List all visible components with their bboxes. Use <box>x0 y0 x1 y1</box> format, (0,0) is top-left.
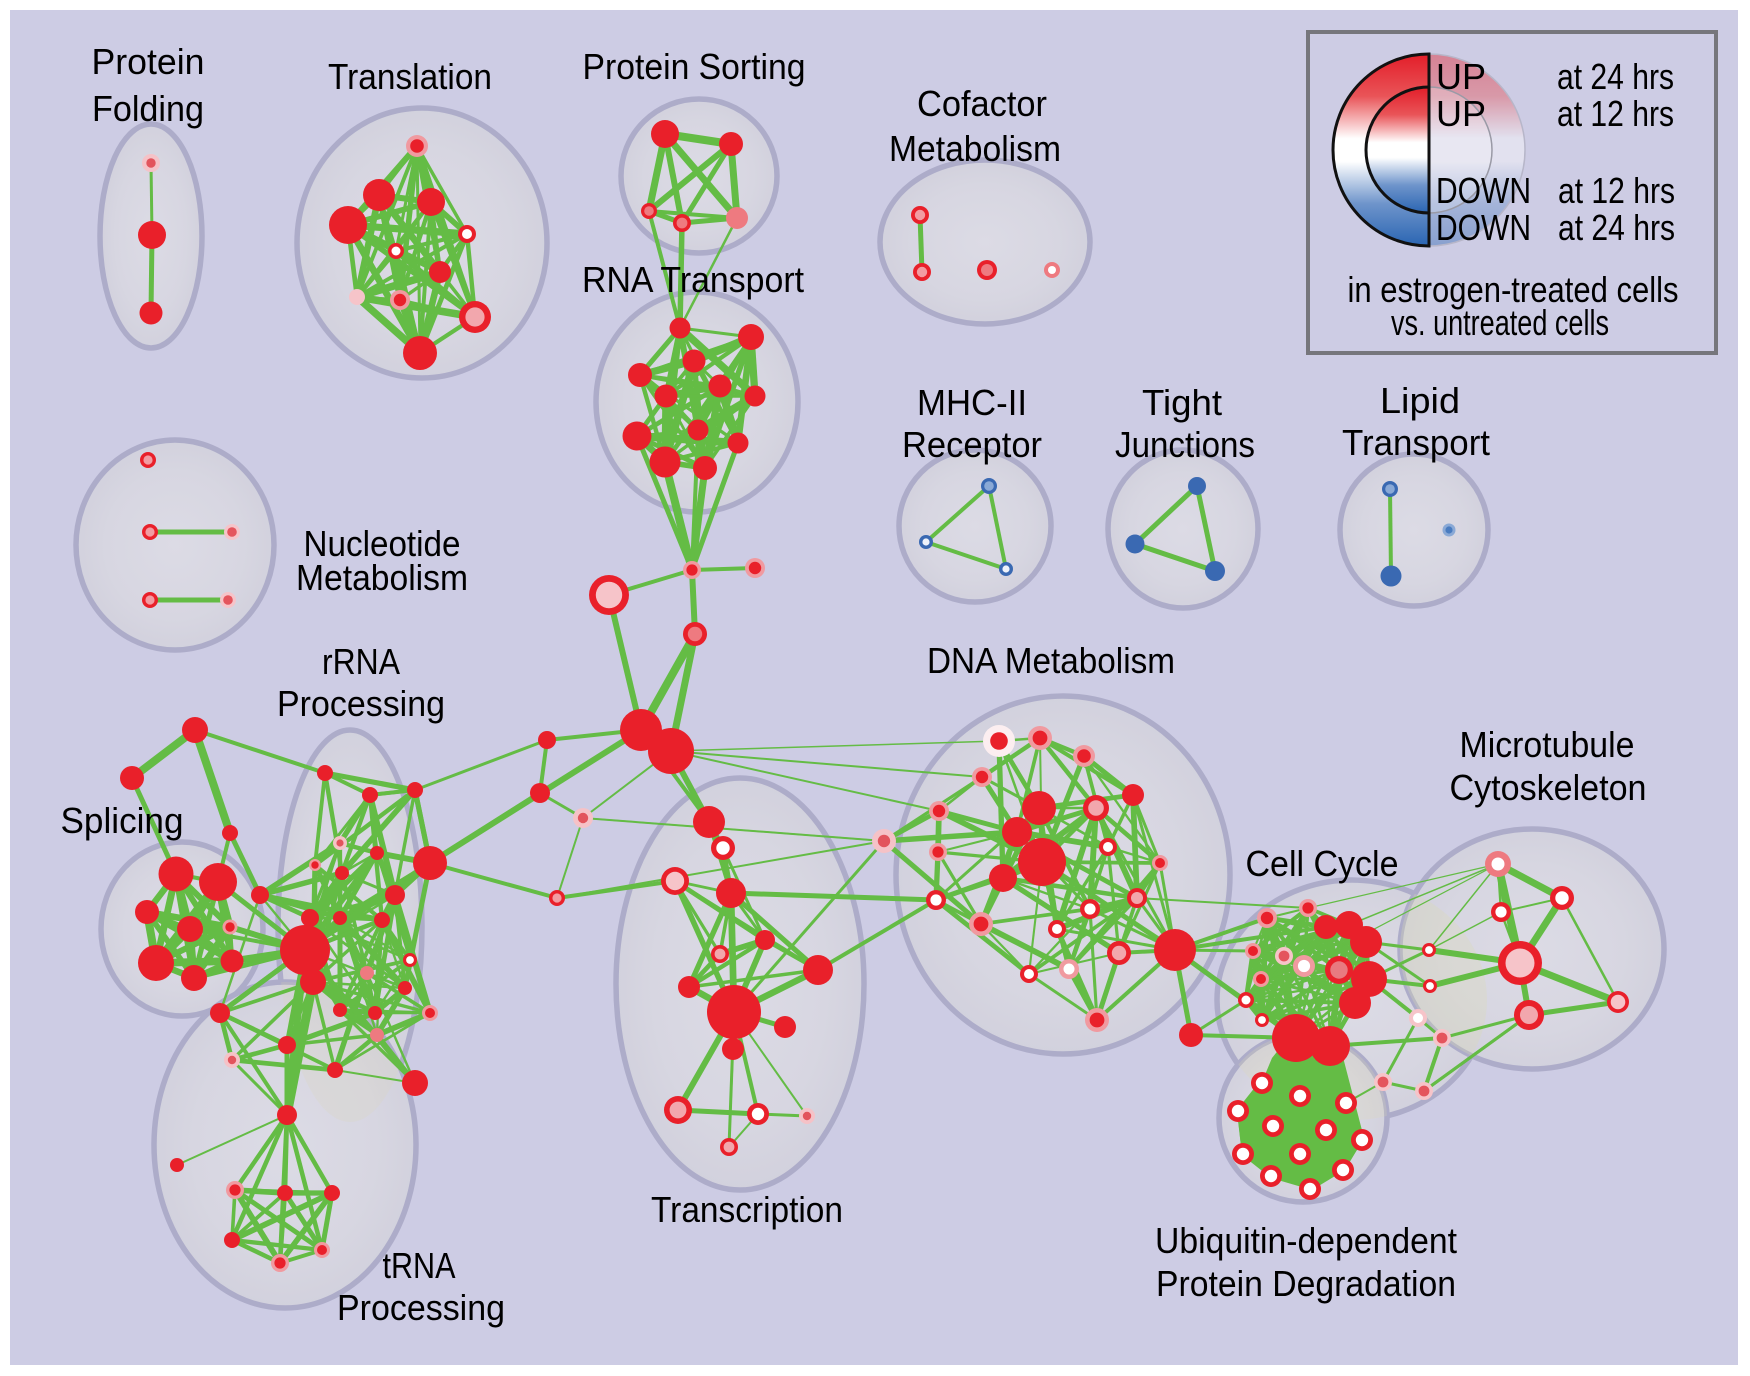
svg-text:vs. untreated cells: vs. untreated cells <box>1391 302 1609 343</box>
svg-text:Metabolism: Metabolism <box>889 128 1061 169</box>
svg-text:Cofactor: Cofactor <box>917 83 1047 124</box>
svg-text:Processing: Processing <box>277 683 445 724</box>
svg-text:at 12 hrs: at 12 hrs <box>1558 170 1675 211</box>
svg-text:at 24 hrs: at 24 hrs <box>1558 207 1675 248</box>
svg-text:Junctions: Junctions <box>1115 424 1255 465</box>
svg-text:Splicing: Splicing <box>61 800 184 841</box>
svg-text:in estrogen-treated cells: in estrogen-treated cells <box>1348 269 1679 310</box>
svg-text:MHC-II: MHC-II <box>917 382 1027 423</box>
svg-text:Lipid: Lipid <box>1380 380 1460 421</box>
svg-text:Processing: Processing <box>337 1287 505 1328</box>
svg-text:at 12 hrs: at 12 hrs <box>1557 93 1674 134</box>
svg-text:Folding: Folding <box>92 88 204 129</box>
svg-text:tRNA: tRNA <box>383 1245 456 1286</box>
svg-text:UP: UP <box>1436 93 1486 134</box>
svg-text:DOWN: DOWN <box>1436 170 1531 211</box>
svg-text:Receptor: Receptor <box>902 424 1042 465</box>
svg-text:Ubiquitin-dependent: Ubiquitin-dependent <box>1155 1220 1457 1261</box>
svg-text:Transport: Transport <box>1342 422 1490 463</box>
svg-text:DOWN: DOWN <box>1436 207 1531 248</box>
svg-text:Protein Sorting: Protein Sorting <box>583 46 806 87</box>
svg-text:Cell Cycle: Cell Cycle <box>1246 843 1399 884</box>
svg-text:DNA Metabolism: DNA Metabolism <box>927 640 1175 681</box>
svg-text:Microtubule: Microtubule <box>1460 724 1635 765</box>
svg-text:Cytoskeleton: Cytoskeleton <box>1450 767 1647 808</box>
svg-text:Transcription: Transcription <box>651 1189 843 1230</box>
svg-text:rRNA: rRNA <box>322 641 400 682</box>
svg-text:UP: UP <box>1436 56 1486 97</box>
svg-text:Tight: Tight <box>1142 382 1222 423</box>
svg-text:Translation: Translation <box>328 56 492 97</box>
svg-text:RNA Transport: RNA Transport <box>582 259 804 300</box>
svg-text:Protein: Protein <box>92 41 205 82</box>
svg-text:at 24 hrs: at 24 hrs <box>1557 56 1674 97</box>
svg-text:Protein Degradation: Protein Degradation <box>1156 1263 1456 1304</box>
svg-text:Nucleotide: Nucleotide <box>304 523 461 564</box>
svg-text:Metabolism: Metabolism <box>296 557 468 598</box>
